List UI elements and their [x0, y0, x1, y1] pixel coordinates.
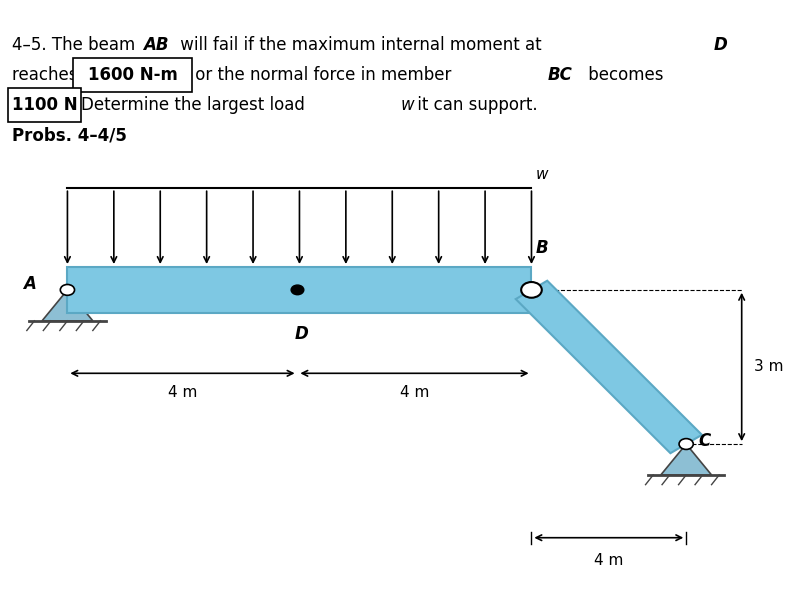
Text: 4–5. The beam: 4–5. The beam: [12, 36, 141, 54]
FancyBboxPatch shape: [8, 88, 81, 122]
Polygon shape: [42, 290, 93, 321]
Text: 4 m: 4 m: [168, 386, 197, 400]
Text: Determine the largest load: Determine the largest load: [81, 96, 310, 115]
Circle shape: [60, 284, 74, 295]
Text: w: w: [401, 96, 414, 115]
Text: BC: BC: [547, 66, 572, 84]
Polygon shape: [67, 267, 531, 313]
Text: 4 m: 4 m: [400, 386, 429, 400]
Text: B: B: [535, 239, 548, 257]
Text: reaches: reaches: [12, 66, 82, 84]
Text: it can support.: it can support.: [413, 96, 538, 115]
Text: D: D: [294, 325, 308, 343]
Polygon shape: [661, 444, 711, 475]
Text: 3 m: 3 m: [754, 359, 783, 375]
Text: 1600 N-m: 1600 N-m: [87, 66, 178, 84]
Text: A: A: [23, 275, 36, 293]
Circle shape: [291, 285, 304, 295]
Text: Probs. 4–4/5: Probs. 4–4/5: [12, 127, 126, 145]
Text: AB: AB: [142, 36, 168, 54]
Polygon shape: [516, 281, 702, 453]
Text: C: C: [698, 432, 710, 450]
Text: w: w: [535, 167, 548, 182]
Text: becomes: becomes: [583, 66, 663, 84]
Text: 4 m: 4 m: [594, 553, 623, 568]
Circle shape: [679, 439, 694, 450]
Text: D: D: [714, 36, 728, 54]
Text: will fail if the maximum internal moment at: will fail if the maximum internal moment…: [174, 36, 546, 54]
Text: or the normal force in member: or the normal force in member: [190, 66, 457, 84]
Text: 1100 N: 1100 N: [12, 96, 78, 115]
FancyBboxPatch shape: [73, 58, 192, 92]
Circle shape: [521, 282, 542, 298]
